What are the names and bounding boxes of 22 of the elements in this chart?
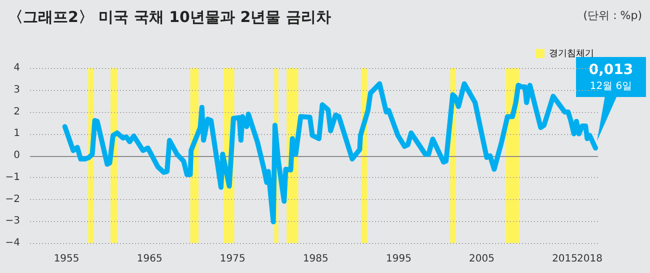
y-tick-label: 3 <box>14 84 20 96</box>
x-tick-label: 1965 <box>136 254 162 265</box>
x-tick-label: 2005 <box>469 254 494 265</box>
y-tick-label: 1 <box>14 128 20 140</box>
annotation: 12월 6일 <box>588 80 634 93</box>
y-axis-title: (단위 : %p) <box>583 8 642 23</box>
y-tick-label: 4 <box>14 62 20 74</box>
x-tick-label: 1975 <box>220 254 246 265</box>
legend-label: 경기침체기 <box>549 48 594 59</box>
chart-title: 〈그래프2〉 미국 국채 10년물과 2년물 금리차 <box>8 8 331 27</box>
y-tick-label: −3 <box>5 216 20 227</box>
x-tick-label: 2015 <box>552 254 578 265</box>
x-tick-label: 1955 <box>54 254 80 265</box>
y-tick-label: −4 <box>5 238 20 249</box>
x-tick-label: 1995 <box>386 254 412 265</box>
x-tick-label: 2018 <box>576 254 602 265</box>
y-tick-label: 2 <box>14 106 20 118</box>
annotation: 0,013 <box>588 61 634 80</box>
y-tick-label: 0 <box>14 150 20 162</box>
y-tick-label: −1 <box>5 172 20 183</box>
y-tick-label: −2 <box>5 194 20 205</box>
x-tick-label: 1985 <box>302 254 328 265</box>
